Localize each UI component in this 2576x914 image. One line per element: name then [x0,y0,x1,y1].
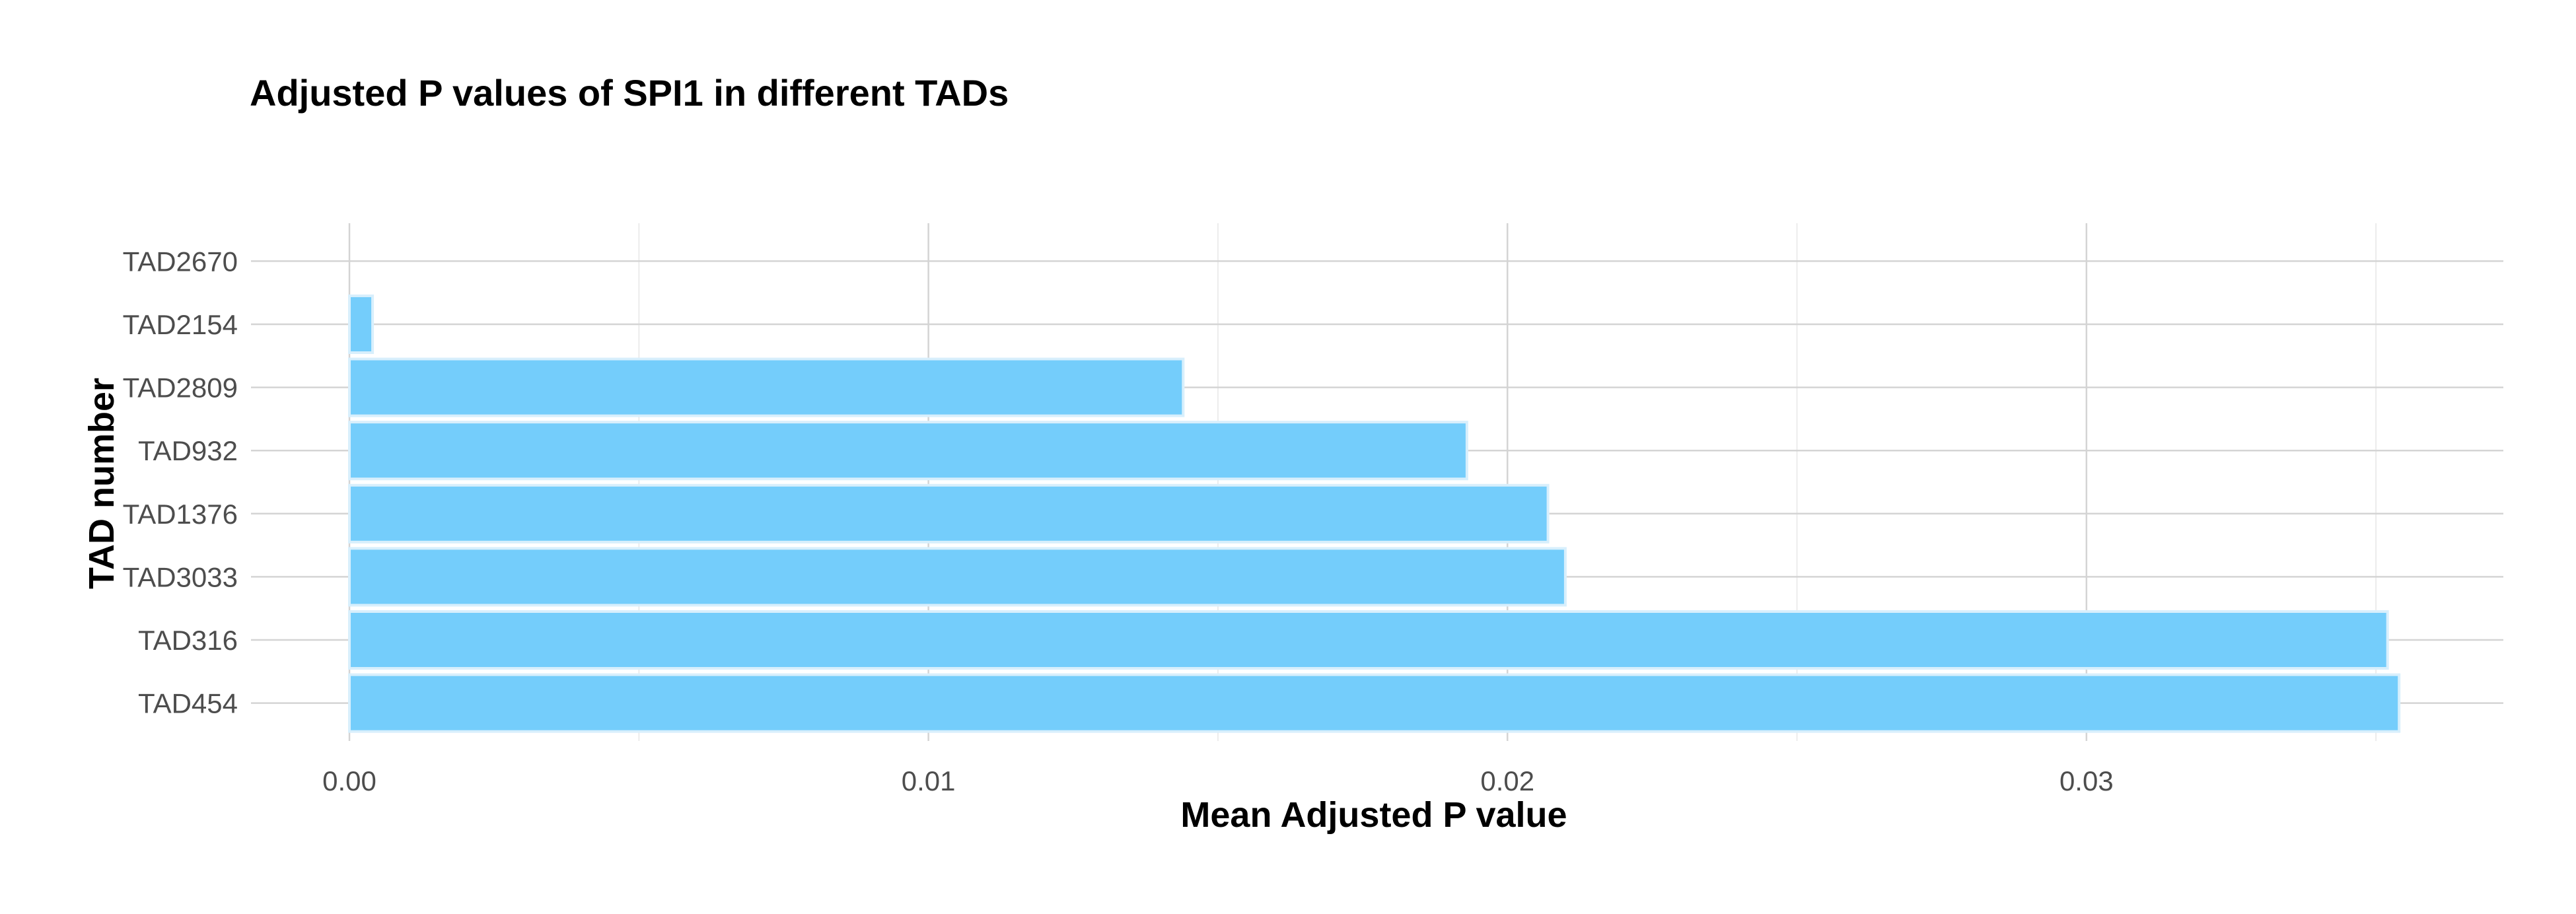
y-tick-label: TAD454 [138,688,238,719]
bar-tad3033 [348,547,1567,607]
bar-tad454 [348,673,2401,733]
y-tick-label: TAD2670 [123,246,238,277]
y-tick-label: TAD1376 [123,499,238,530]
x-tick-label: 0.02 [1480,765,1534,796]
bar-tad932 [348,421,1468,481]
y-tick-label: TAD316 [138,625,238,656]
y-tick-label: TAD2809 [123,372,238,404]
bar-tad2154 [348,294,375,355]
y-tick-label: TAD2154 [123,309,238,340]
chart-title: Adjusted P values of SPI1 in different T… [250,72,1009,114]
x-tick-label: 0.01 [902,765,956,796]
x-tick-label: 0.03 [2059,765,2114,796]
bar-tad1376 [348,483,1550,544]
y-tick-label: TAD932 [138,435,238,466]
x-tick-label: 0.00 [322,765,376,796]
y-tick-label: TAD3033 [123,561,238,592]
bar-tad316 [348,610,2389,670]
x-axis-title: Mean Adjusted P value [1180,795,1567,835]
bar-tad2809 [348,357,1185,417]
y-axis-title: TAD number [82,378,122,589]
